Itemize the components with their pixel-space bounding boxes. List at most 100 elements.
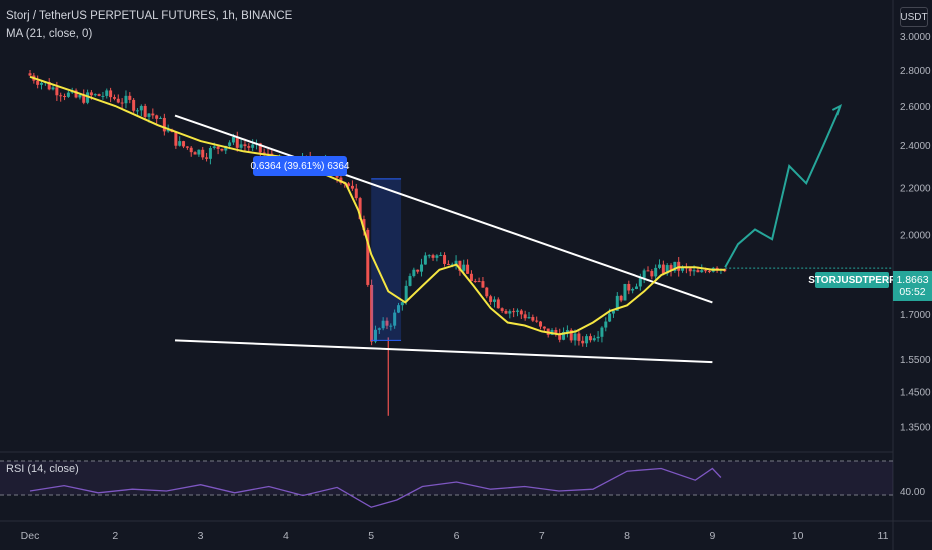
countdown-value: 05:52	[899, 286, 926, 298]
candle-body	[600, 327, 604, 337]
last-price-tag: 1.8663 05:52	[893, 271, 932, 301]
candle-body	[40, 82, 44, 85]
y-tick-label: 1.7000	[900, 310, 931, 321]
candle-body	[147, 113, 151, 117]
y-tick-label: 1.3500	[900, 423, 931, 434]
candle-body	[608, 313, 612, 322]
candle-body	[366, 229, 370, 285]
candle-body	[669, 265, 673, 271]
y-tick-label: 2.8000	[900, 66, 931, 77]
candle-body	[569, 330, 573, 341]
candle-body	[558, 333, 562, 340]
candle-body	[661, 264, 665, 274]
candle-body	[370, 284, 374, 342]
candle-body	[696, 270, 700, 273]
candle-body	[681, 266, 685, 271]
currency-badge[interactable]: USDT	[900, 7, 928, 27]
candle-body	[554, 330, 558, 334]
candle-body	[208, 147, 212, 159]
candle-body	[458, 260, 462, 271]
candle-body	[611, 310, 615, 314]
candle-body	[485, 287, 489, 297]
candle-body	[439, 255, 443, 257]
candle-body	[519, 310, 523, 315]
candle-body	[650, 271, 654, 277]
candle-body	[55, 87, 59, 96]
lines-layer	[29, 75, 893, 508]
y-tick-label: 2.6000	[900, 102, 931, 113]
candle-body	[535, 320, 539, 322]
candle-body	[220, 148, 224, 151]
candle-body	[489, 296, 493, 302]
candle-body	[539, 321, 543, 327]
y-tick-label: 2.2000	[900, 184, 931, 195]
candle-body	[627, 283, 631, 291]
candle-body	[435, 255, 439, 258]
candle-body	[646, 270, 650, 272]
candle-body	[688, 268, 692, 272]
candle-body	[454, 260, 458, 265]
candle-body	[562, 331, 566, 340]
candle-body	[166, 129, 170, 132]
projection-line	[724, 105, 842, 268]
candle-body	[492, 299, 496, 302]
candle-body	[159, 117, 163, 119]
candle-body	[512, 311, 516, 313]
candle-body	[28, 73, 32, 76]
y-tick-label: 2.0000	[900, 230, 931, 241]
candle-body	[262, 152, 266, 154]
candle-body	[143, 105, 147, 117]
candle-body	[139, 105, 143, 111]
candle-body	[182, 141, 186, 147]
candle-body	[112, 97, 116, 99]
candle-body	[423, 255, 427, 265]
x-tick-label: 11	[878, 530, 889, 542]
candle-body	[74, 90, 78, 98]
candle-body	[212, 146, 216, 148]
candle-body	[588, 336, 592, 341]
chart-title: Storj / TetherUS PERPETUAL FUTURES, 1h, …	[6, 10, 293, 22]
candle-body	[707, 270, 711, 272]
candle-body	[542, 326, 546, 329]
measure-label[interactable]: 0.6364 (39.61%) 6364	[251, 156, 349, 176]
candle-body	[235, 136, 239, 148]
candle-body	[704, 270, 708, 272]
candle-body	[124, 95, 128, 104]
x-tick-label: 7	[539, 530, 545, 542]
candle-body	[101, 95, 105, 97]
candle-body	[128, 95, 132, 100]
candle-body	[443, 255, 447, 264]
candle-body	[350, 185, 354, 189]
rsi-indicator-label[interactable]: RSI (14, close)	[6, 463, 79, 475]
candle-body	[700, 270, 704, 273]
candle-body	[416, 269, 420, 272]
candle-body	[404, 285, 408, 303]
candle-body	[658, 264, 662, 268]
projection-arrowhead	[831, 104, 843, 116]
candle-body	[619, 295, 623, 301]
candle-body	[105, 90, 109, 96]
candle-body	[393, 312, 397, 326]
x-tick-label: 6	[454, 530, 460, 542]
candle-body	[197, 149, 201, 155]
candle-body	[389, 325, 393, 327]
candle-body	[162, 117, 166, 132]
candle-body	[581, 340, 585, 344]
candle-body	[116, 98, 120, 103]
candle-body	[59, 95, 63, 97]
candle-body	[247, 146, 251, 148]
candle-body	[408, 276, 412, 286]
candle-body	[151, 113, 155, 116]
candle-body	[592, 338, 596, 341]
ma-indicator-label[interactable]: MA (21, close, 0)	[6, 28, 93, 40]
candle-body	[97, 94, 101, 97]
candle-body	[481, 281, 485, 288]
candle-body	[654, 267, 658, 277]
x-tick-label: 10	[792, 530, 804, 542]
x-tick-label: 8	[624, 530, 630, 542]
candle-body	[385, 320, 389, 326]
lower-trendline	[174, 339, 713, 364]
candle-body	[373, 329, 377, 342]
candle-body	[477, 281, 481, 283]
